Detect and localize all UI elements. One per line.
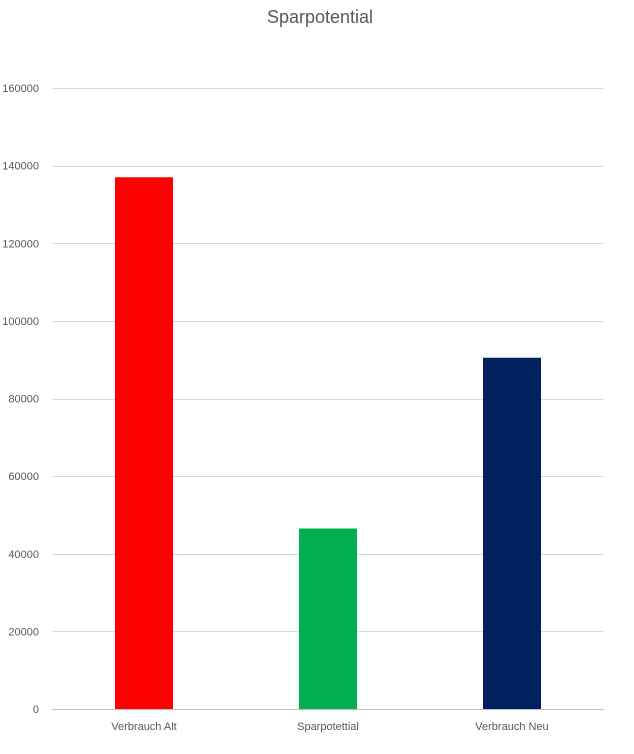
bar	[299, 528, 357, 709]
bar	[483, 357, 541, 709]
y-tick-label: 80000	[8, 394, 39, 406]
x-tick-label: Verbrauch Alt	[111, 721, 176, 733]
bar	[115, 177, 173, 710]
y-tick-label: 120000	[2, 238, 39, 250]
bars	[115, 177, 541, 710]
y-tick-label: 20000	[8, 626, 39, 638]
y-axis-tick-labels: 0 20000 40000 60000 80000 100000 120000 140000 1…	[2, 83, 39, 716]
y-tick-label: 160000	[2, 83, 39, 95]
x-tick-label: Verbrauch Neu	[475, 721, 548, 733]
y-tick-label: 40000	[8, 549, 39, 561]
chart-title: Sparpotential	[267, 7, 373, 27]
y-tick-label: 0	[33, 704, 39, 716]
x-tick-label: Sparpotettial	[297, 721, 359, 733]
y-tick-label: 140000	[2, 161, 39, 173]
x-axis-tick-labels: Verbrauch Alt Sparpotettial Verbrauch Neu	[111, 721, 548, 733]
y-tick-label: 100000	[2, 316, 39, 328]
y-tick-label: 60000	[8, 471, 39, 483]
